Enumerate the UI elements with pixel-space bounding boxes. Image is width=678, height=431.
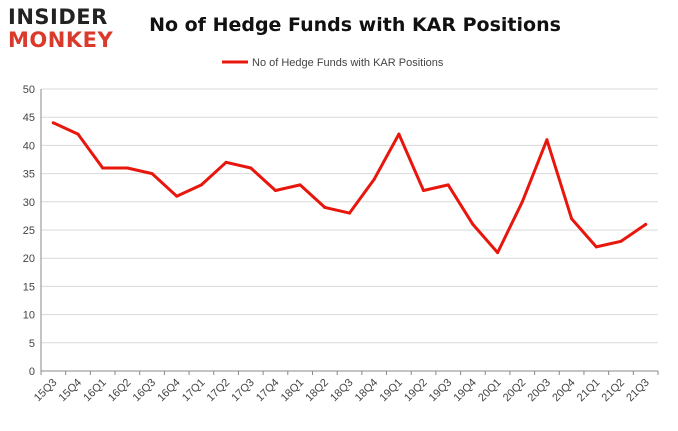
x-tick-label: 18Q2: [303, 377, 331, 405]
y-tick-label: 25: [23, 225, 35, 237]
data-point: [520, 200, 524, 204]
x-tick-label: 19Q4: [451, 377, 479, 405]
insider-monkey-logo: INSIDER MONKEY: [8, 6, 128, 58]
data-point: [496, 251, 500, 255]
y-tick-label: 50: [23, 84, 35, 96]
data-point: [125, 166, 129, 170]
chart-title: No of Hedge Funds with KAR Positions: [149, 14, 561, 36]
data-point: [471, 222, 475, 226]
x-tick-label: 20Q1: [476, 377, 504, 405]
x-tick-label: 20Q4: [550, 377, 578, 405]
x-tick-label: 17Q3: [229, 377, 257, 405]
x-tick-label: 18Q1: [279, 377, 307, 405]
x-tick-label: 16Q3: [131, 377, 159, 405]
x-tick-label: 17Q4: [254, 377, 282, 405]
data-point: [76, 132, 80, 136]
data-point: [101, 166, 105, 170]
x-tick-label: 18Q3: [328, 377, 356, 405]
x-tick-label: 18Q4: [353, 377, 381, 405]
x-tick-label: 19Q3: [427, 377, 455, 405]
logo-text-top: INSIDER: [8, 5, 108, 29]
x-tick-label: 15Q4: [57, 377, 85, 405]
data-point: [348, 211, 351, 215]
legend-label: No of Hedge Funds with KAR Positions: [252, 57, 444, 69]
data-point: [224, 160, 228, 164]
y-tick-label: 10: [23, 310, 35, 322]
y-tick-label: 45: [23, 112, 35, 124]
data-point: [175, 194, 179, 198]
data-point: [51, 121, 55, 125]
x-tick-label: 21Q1: [575, 377, 603, 405]
y-tick-label: 15: [23, 281, 35, 293]
logo-text-bottom: MONKEY: [8, 28, 114, 52]
x-tick-label: 16Q1: [81, 377, 109, 405]
data-point: [397, 132, 401, 136]
x-tick-label: 17Q1: [180, 377, 208, 405]
x-tick-label: 21Q2: [600, 377, 628, 405]
data-point: [619, 239, 623, 243]
data-point: [594, 245, 598, 249]
data-point: [570, 217, 574, 221]
x-tick-label: 16Q2: [106, 377, 134, 405]
data-point: [545, 138, 549, 142]
x-tick-label: 21Q3: [624, 377, 652, 405]
data-point: [150, 172, 154, 176]
data-point: [644, 222, 648, 226]
data-point: [446, 183, 450, 187]
x-tick-label: 16Q4: [155, 377, 183, 405]
y-tick-label: 40: [23, 140, 35, 152]
x-tick-label: 19Q1: [377, 377, 405, 405]
x-tick-label: 20Q3: [526, 377, 554, 405]
y-tick-label: 30: [23, 197, 35, 209]
data-point: [249, 166, 253, 170]
y-tick-label: 0: [29, 366, 35, 378]
data-point: [323, 205, 327, 209]
data-point: [298, 183, 302, 187]
series-line: [51, 121, 648, 255]
x-tick-label: 15Q3: [32, 377, 60, 405]
y-tick-label: 5: [29, 338, 35, 350]
y-tick-label: 35: [23, 169, 35, 181]
data-point: [372, 177, 376, 181]
y-tick-label: 20: [23, 253, 35, 265]
data-point: [199, 183, 203, 187]
x-tick-label: 20Q2: [501, 377, 529, 405]
x-tick-label: 19Q2: [402, 377, 430, 405]
x-tick-label: 17Q2: [205, 377, 233, 405]
data-point: [273, 189, 277, 193]
data-point: [422, 189, 426, 193]
